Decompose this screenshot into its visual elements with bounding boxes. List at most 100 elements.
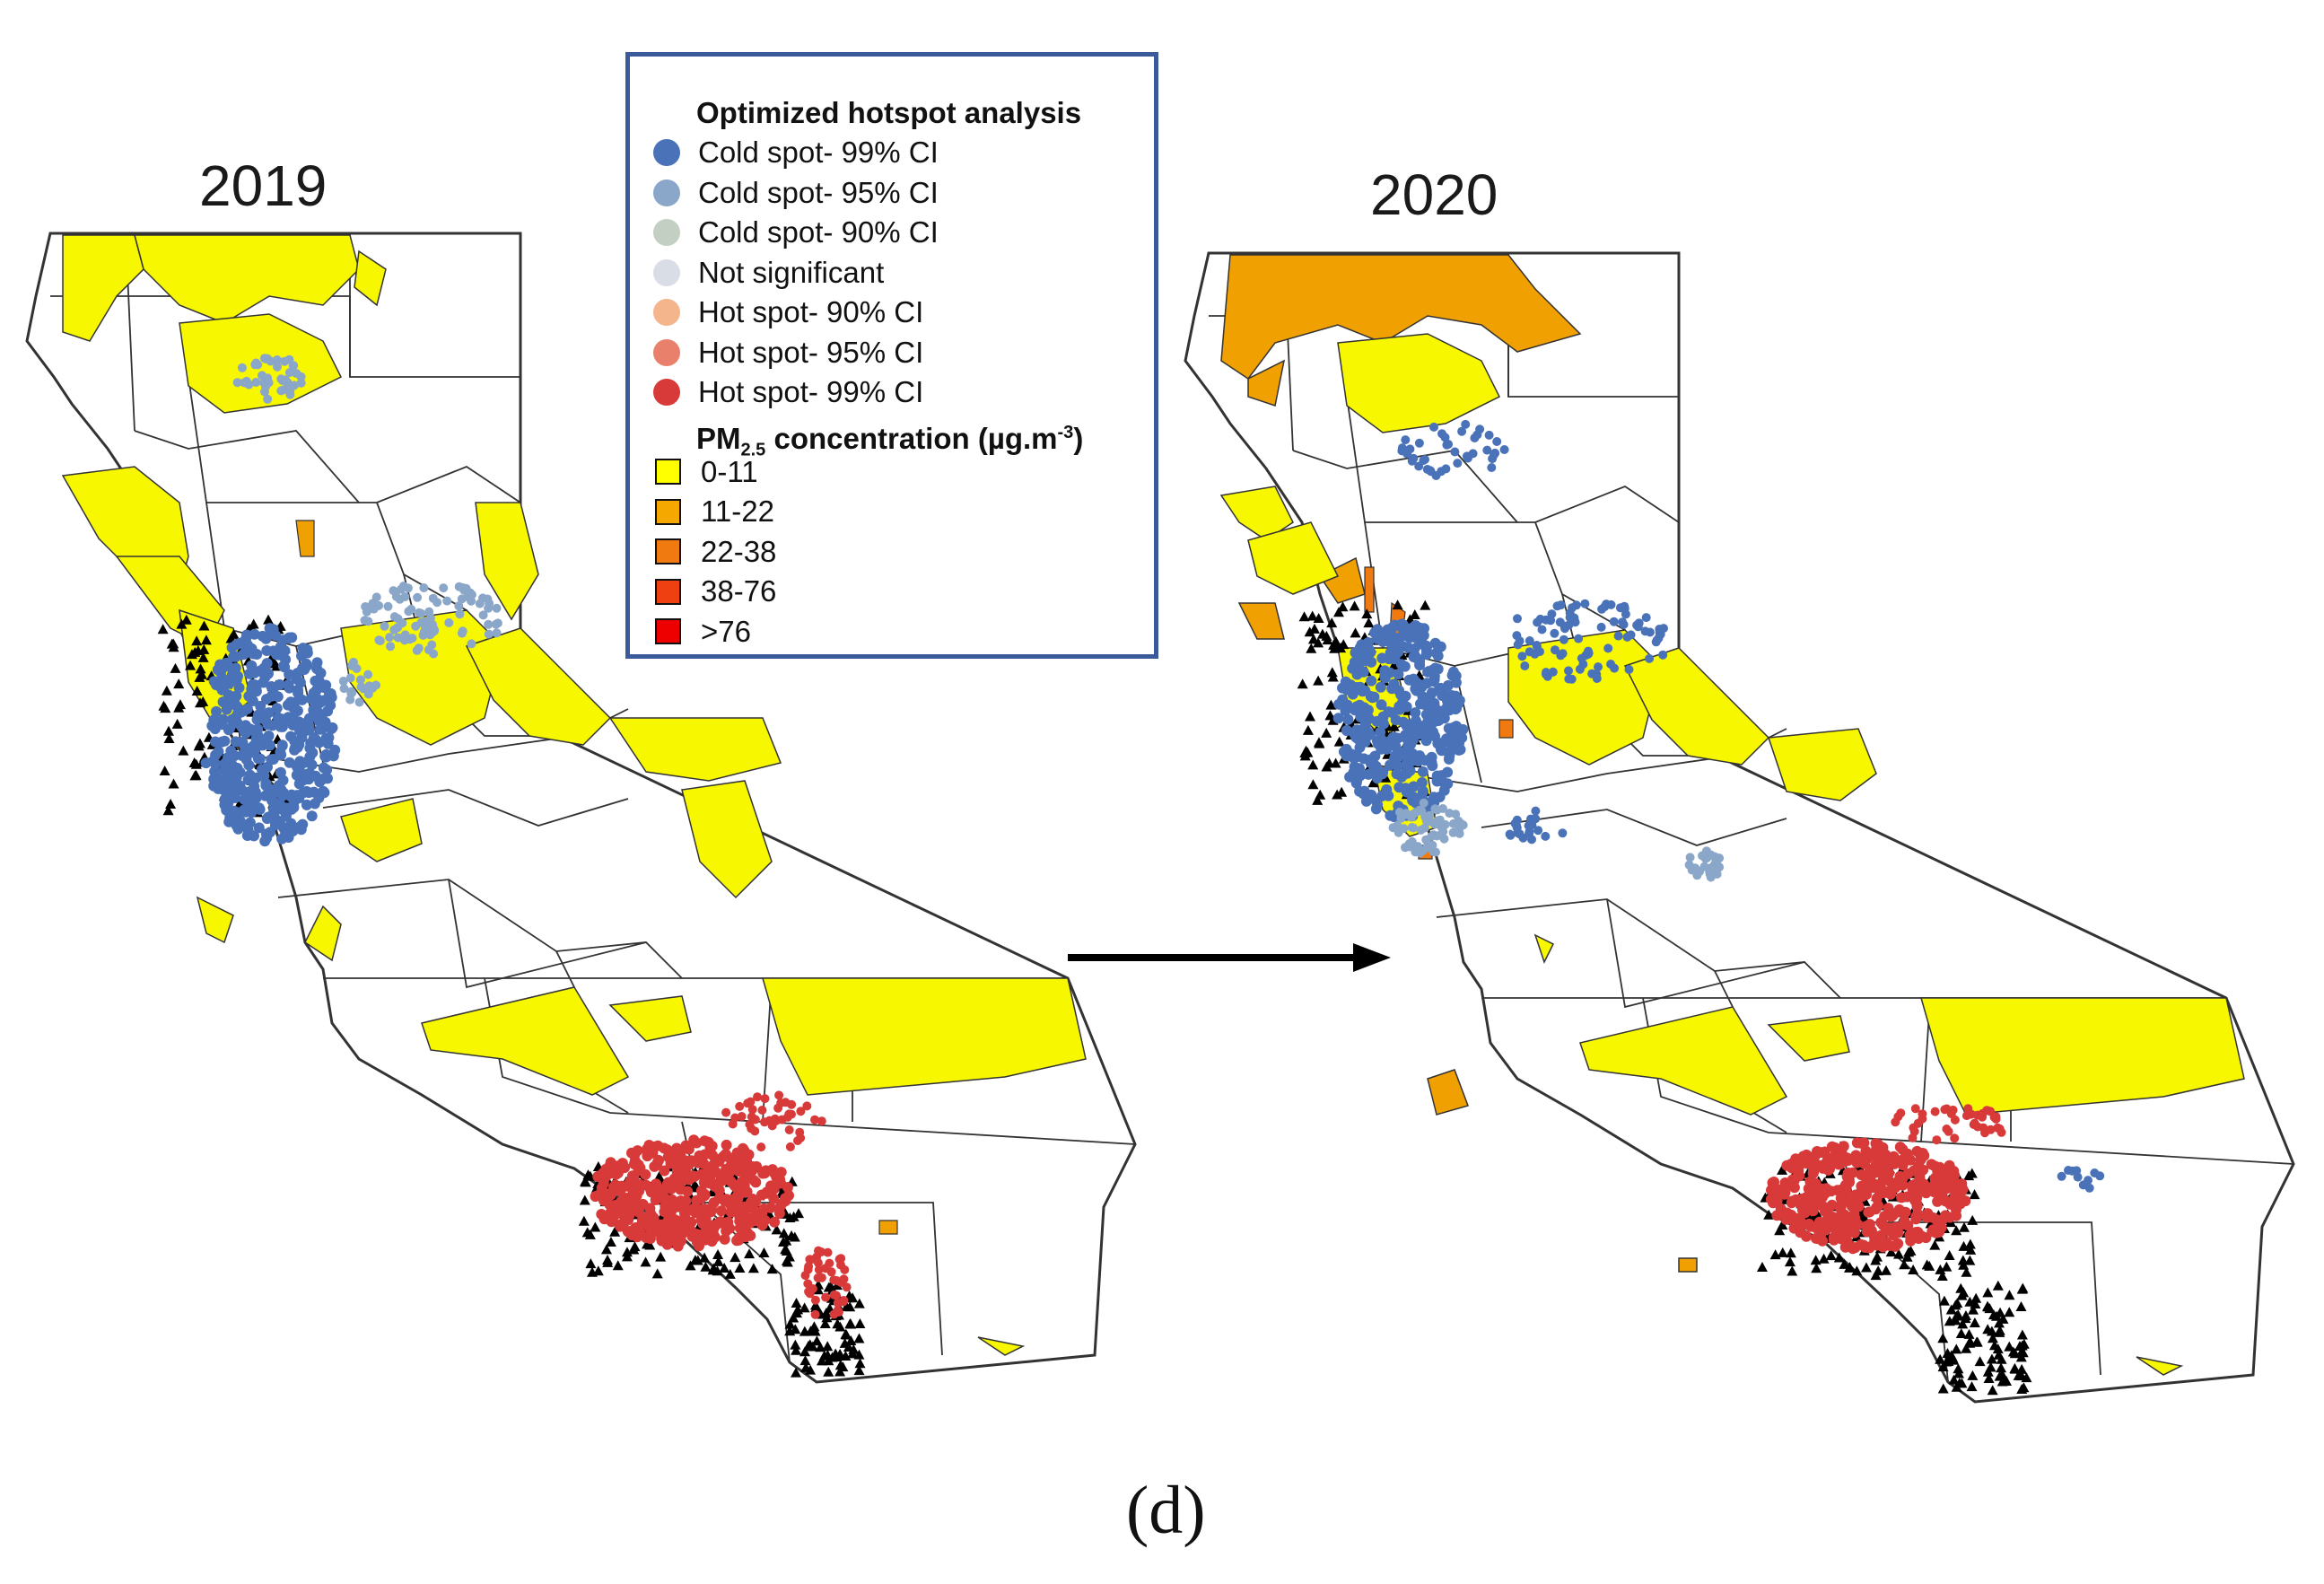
hotspot-point — [1411, 797, 1421, 809]
hotspot-point — [1655, 627, 1664, 637]
hotspot-point — [1520, 661, 1530, 670]
hotspot-point — [1442, 679, 1454, 691]
station-marker — [853, 1333, 865, 1343]
hotspot-point — [292, 369, 301, 379]
hotspot-point — [389, 586, 398, 596]
hotspot-point — [1441, 464, 1451, 474]
hotspot-point — [210, 749, 222, 761]
station-marker — [1302, 724, 1314, 735]
hotspot-point — [1916, 1230, 1927, 1242]
legend-item: Not significant — [653, 253, 1154, 293]
hotspot-point — [1490, 448, 1500, 458]
station-marker — [160, 703, 171, 713]
station-marker — [1315, 789, 1326, 800]
hotspot-point — [1341, 747, 1352, 758]
hotspot-point — [604, 1199, 616, 1211]
hotspot-point — [1989, 1112, 1999, 1122]
station-marker — [1924, 1260, 1935, 1271]
hotspot-point — [1453, 459, 1463, 468]
station-marker — [1388, 660, 1400, 670]
station-marker — [1312, 794, 1324, 805]
hotspot-point — [273, 712, 284, 723]
station-marker — [2018, 1382, 2030, 1393]
hotspot-point — [276, 721, 288, 732]
hotspot-point — [1426, 751, 1437, 763]
station-marker — [185, 660, 197, 670]
station-marker — [655, 1251, 667, 1262]
station-marker — [1388, 721, 1400, 731]
hotspot-point — [355, 675, 365, 685]
station-marker — [1316, 628, 1328, 639]
station-marker — [1313, 737, 1324, 748]
legend-item-label: Not significant — [698, 255, 885, 289]
station-marker — [809, 1300, 821, 1310]
hotspot-point — [272, 355, 282, 364]
hotspot-point — [1393, 669, 1404, 680]
hotspot-point — [1658, 650, 1668, 660]
hotspot-point — [1445, 809, 1455, 818]
station-marker — [1785, 1247, 1796, 1258]
station-marker — [758, 1247, 770, 1257]
hotspot-point — [442, 596, 452, 606]
hotspot-point — [1429, 422, 1438, 432]
hotspot-point — [1778, 1188, 1790, 1200]
hotspot-point — [676, 1176, 687, 1187]
station-marker — [592, 1265, 604, 1276]
hotspot-point — [817, 1116, 826, 1126]
station-marker — [651, 1268, 663, 1279]
station-marker — [1361, 608, 1373, 619]
hotspot-point — [1812, 1160, 1823, 1171]
legend-square-swatch — [655, 459, 681, 486]
station-marker — [197, 696, 209, 706]
station-marker — [1936, 1270, 1948, 1281]
pm25-zones-11-22 — [295, 520, 898, 1235]
hotspot-point — [1912, 1208, 1924, 1220]
station-marker — [1961, 1266, 1972, 1277]
station-marker — [190, 769, 202, 780]
hotspot-point — [1475, 424, 1485, 434]
station-marker — [780, 1244, 791, 1255]
legend-item: Hot spot- 90% CI — [653, 293, 1154, 333]
station-marker — [1974, 1356, 1986, 1367]
legend-item: >76 — [653, 612, 1154, 652]
station-marker — [1324, 710, 1336, 721]
hotspot-point — [1414, 622, 1426, 634]
legend-item-label: Hot spot- 95% CI — [698, 335, 924, 369]
legend-item-label: Hot spot- 99% CI — [698, 375, 924, 409]
hotspot-point — [416, 608, 426, 618]
hotspot-point — [1420, 735, 1432, 747]
hotspot-point — [1555, 617, 1565, 627]
hotspot-point — [1440, 433, 1450, 442]
hotspot-point — [283, 679, 294, 691]
station-marker — [605, 1236, 616, 1247]
hotspot-point — [299, 664, 310, 675]
hotspot-point — [218, 765, 230, 776]
hotspot-point — [1420, 649, 1432, 661]
hotspot-point — [1838, 1141, 1849, 1152]
hotspot-point — [1537, 625, 1547, 634]
station-marker — [1997, 1313, 2009, 1324]
hotspot-point — [1840, 1185, 1852, 1196]
hotspot-point — [1525, 636, 1534, 645]
station-marker — [712, 1265, 723, 1276]
station-marker — [1880, 1265, 1892, 1275]
hotspot-point — [257, 630, 268, 642]
legend-dot-swatch — [653, 219, 680, 247]
hotspot-point — [1892, 1206, 1904, 1218]
station-marker — [228, 628, 240, 639]
hotspot-point — [254, 753, 266, 765]
hotspot-point — [1436, 770, 1447, 782]
hotspot-point — [231, 700, 242, 712]
station-marker — [1833, 1252, 1845, 1263]
hotspot-point — [1846, 1201, 1857, 1212]
hotspot-point — [301, 647, 313, 659]
station-marker — [790, 1324, 801, 1335]
hotspot-point — [810, 1115, 819, 1125]
hotspot-point — [1874, 1187, 1885, 1199]
hotspot-point — [676, 1229, 687, 1240]
station-marker — [1961, 1343, 1972, 1353]
hotspot-point — [1531, 806, 1541, 816]
hotspot-point — [1351, 701, 1363, 713]
hotspot-point — [1512, 820, 1521, 830]
legend-square-swatch — [655, 538, 681, 565]
